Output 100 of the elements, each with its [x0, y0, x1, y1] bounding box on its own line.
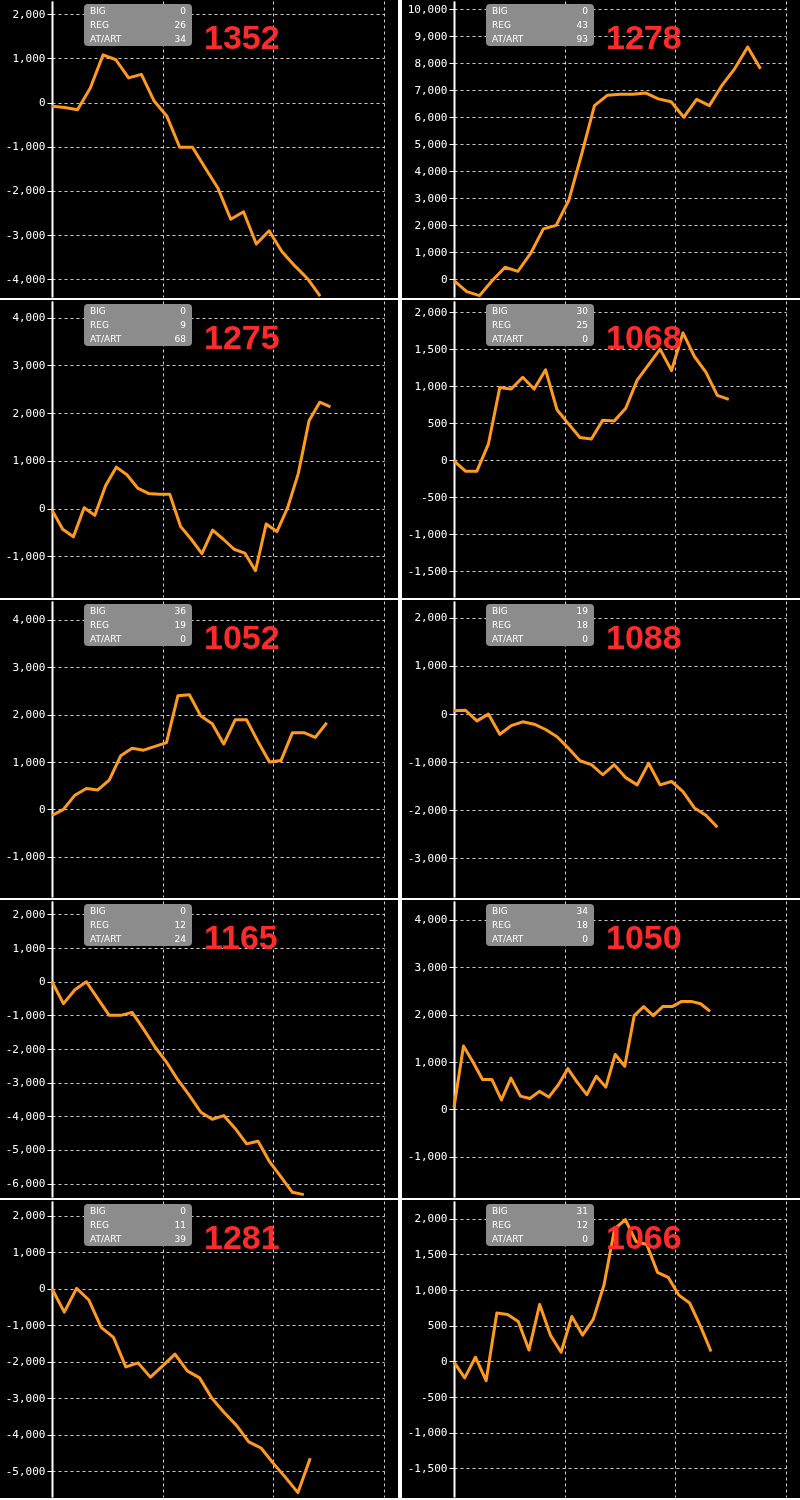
annotation: 19 [576, 606, 588, 616]
text: 1281 [204, 1218, 280, 1257]
annotation: REG [90, 1220, 110, 1230]
line-series [452, 999, 712, 1109]
y-tick-label: -2,000 [5, 184, 46, 198]
text: 1088 [606, 618, 682, 657]
annotation: 25 [576, 320, 588, 330]
text: 1278 [606, 18, 682, 57]
annotation: 12 [174, 920, 186, 930]
y-tick-label: 0 [38, 802, 46, 816]
annotation: 0 [581, 634, 588, 644]
annotation: 9 [179, 320, 186, 330]
y-tick-label: 500 [427, 1319, 448, 1333]
y-tick-label: -1,000 [5, 1318, 46, 1332]
annotation: BIG [90, 306, 107, 316]
y-tick-label: 1,000 [414, 1055, 448, 1069]
y-tick-label: 0 [440, 1354, 448, 1368]
y-tick-label: 9,000 [414, 29, 448, 43]
y-tick-label: 0 [38, 1282, 46, 1296]
y-tick-label: 4,000 [12, 613, 46, 627]
y-tick-label: 1,500 [414, 1247, 448, 1261]
annotation: BIG [492, 906, 509, 916]
annotation: 18 [576, 620, 588, 630]
y-tick-label: -5,000 [5, 1464, 46, 1478]
y-tick-label: 500 [427, 416, 448, 430]
annotation: REG [492, 920, 512, 930]
annotation: REG [492, 1220, 512, 1230]
y-tick-label: 6,000 [414, 110, 448, 124]
y-tick-label: 2,000 [414, 611, 448, 625]
annotation: 93 [576, 34, 588, 44]
y-tick-label: 2,000 [12, 7, 46, 21]
y-tick-label: -1,000 [5, 1008, 46, 1022]
y-tick-label: 2,000 [414, 305, 448, 319]
y-tick-label: 4,000 [414, 913, 448, 927]
annotation: AT/ART [492, 1234, 525, 1244]
annotation: 24 [174, 934, 186, 944]
annotation: 68 [174, 334, 186, 344]
y-tick-label: 2,000 [12, 406, 46, 420]
text: 1275 [204, 318, 280, 357]
y-tick-label: 2,000 [12, 907, 46, 921]
y-tick-label: 2,000 [414, 1008, 448, 1022]
y-tick-label: 0 [38, 975, 46, 989]
annotation: 11 [174, 1220, 186, 1230]
annotation: REG [90, 20, 110, 30]
annotation: BIG [492, 306, 509, 316]
text: 1165 [204, 918, 278, 957]
annotation: REG [492, 320, 512, 330]
y-tick-label: -500 [421, 490, 448, 504]
annotation: 34 [174, 34, 186, 44]
y-tick-label: -2,000 [5, 1355, 46, 1369]
y-tick-label: 1,000 [12, 454, 46, 468]
y-tick-label: 1,000 [414, 245, 448, 259]
annotation: 36 [174, 606, 186, 616]
annotation: AT/ART [492, 334, 525, 344]
annotation: 43 [576, 20, 588, 30]
annotation: AT/ART [492, 34, 525, 44]
annotation: 0 [581, 934, 588, 944]
y-tick-label: 0 [440, 453, 448, 467]
y-tick-label: 10,000 [407, 2, 448, 16]
y-tick-label: -3,000 [5, 228, 46, 242]
y-tick-label: -3,000 [5, 1391, 46, 1405]
y-tick-label: 0 [38, 96, 46, 110]
annotation: 31 [576, 1206, 588, 1216]
y-tick-label: 5,000 [414, 137, 448, 151]
y-tick-label: -5,000 [5, 1143, 46, 1157]
line-series [50, 693, 329, 818]
annotation: BIG [90, 1206, 107, 1216]
annotation: BIG [492, 606, 509, 616]
y-tick-label: 8,000 [414, 56, 448, 70]
y-tick-label: 1,500 [414, 342, 448, 356]
y-tick-label: -2,000 [407, 803, 448, 817]
y-tick-label: -6,000 [5, 1177, 46, 1191]
y-tick-label: -4,000 [5, 272, 46, 286]
annotation: 18 [576, 920, 588, 930]
y-tick-label: 1,000 [414, 379, 448, 393]
y-tick-label: -500 [421, 1390, 448, 1404]
y-tick-label: 1,000 [414, 1283, 448, 1297]
text: 1352 [204, 18, 280, 57]
annotation: BIG [492, 1206, 509, 1216]
annotation: AT/ART [90, 934, 123, 944]
line-series [50, 400, 332, 573]
annotation: 0 [581, 1234, 588, 1244]
annotation: 39 [174, 1234, 186, 1244]
y-tick-label: -1,000 [407, 1426, 448, 1440]
y-tick-label: -1,000 [5, 549, 46, 563]
y-tick-label: 0 [440, 707, 448, 721]
annotation: BIG [90, 606, 107, 616]
y-tick-label: -1,000 [5, 850, 46, 864]
annotation: 30 [576, 306, 588, 316]
annotation: 0 [179, 306, 186, 316]
y-tick-label: -1,000 [5, 140, 46, 154]
y-tick-label: -1,500 [407, 564, 448, 578]
y-tick-label: 1,000 [12, 755, 46, 769]
line-series [50, 53, 322, 298]
y-tick-label: -3,000 [407, 852, 448, 865]
y-tick-label: 7,000 [414, 83, 448, 97]
annotation: 26 [174, 20, 186, 30]
y-tick-label: -4,000 [5, 1109, 46, 1123]
annotation: 19 [174, 620, 186, 630]
y-tick-label: 1,000 [12, 51, 46, 65]
